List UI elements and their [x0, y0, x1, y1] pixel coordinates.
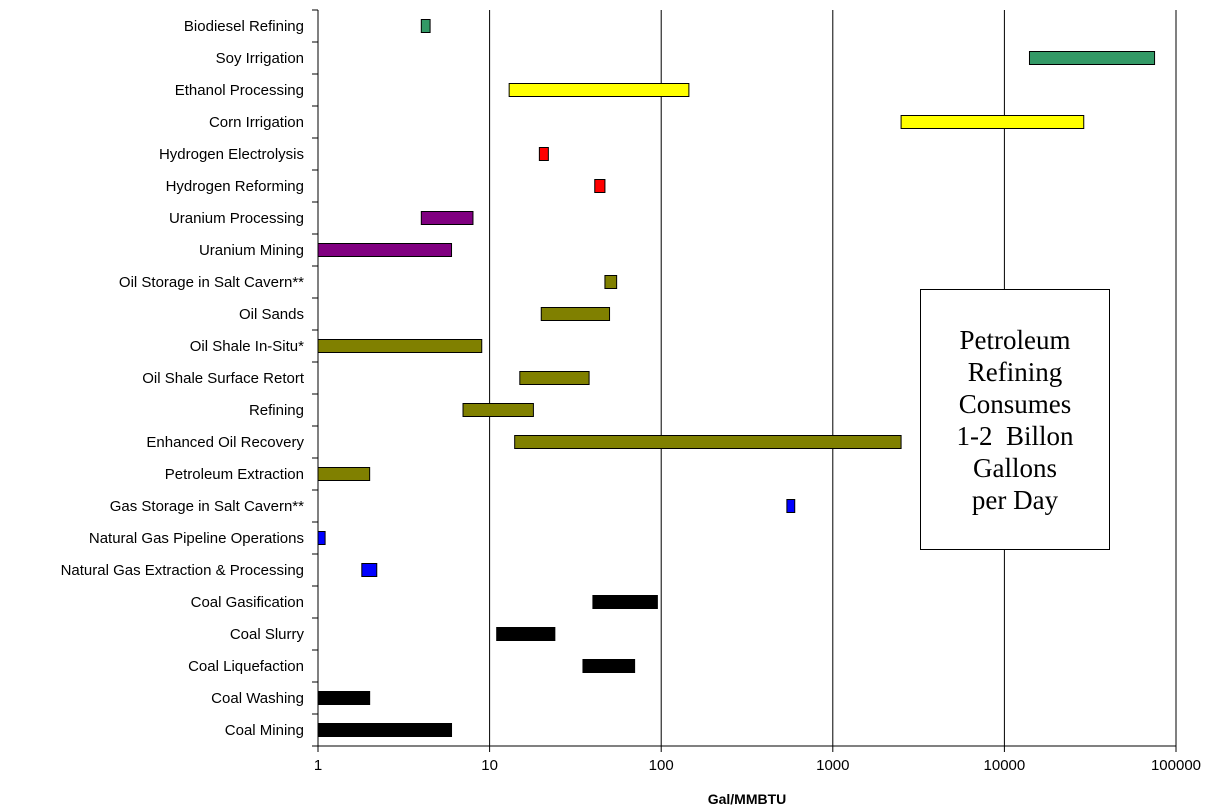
annotation-line: Consumes	[958, 388, 1072, 419]
annotation-line: Refining	[967, 356, 1063, 387]
range-bar	[317, 531, 326, 545]
range-bar	[317, 723, 453, 737]
category-label: Natural Gas Extraction & Processing	[61, 562, 304, 579]
category-label: Coal Slurry	[230, 626, 305, 643]
range-bar	[317, 243, 453, 257]
category-label: Coal Washing	[211, 690, 304, 707]
range-bar	[420, 211, 474, 225]
category-label: Gas Storage in Salt Cavern**	[110, 498, 304, 515]
category-label: Biodiesel Refining	[184, 18, 304, 35]
category-label: Corn Irrigation	[209, 114, 304, 131]
category-label: Oil Sands	[239, 306, 304, 323]
range-bar	[361, 563, 378, 577]
x-tick-label: 100	[649, 757, 674, 774]
range-bar	[538, 147, 549, 161]
range-bar	[317, 339, 483, 353]
range-bar	[462, 403, 534, 417]
range-bar	[508, 83, 690, 97]
category-label: Refining	[249, 402, 304, 419]
annotation-line: 1-2 Billon	[956, 420, 1074, 451]
category-label: Hydrogen Electrolysis	[159, 146, 304, 163]
range-bar	[1028, 51, 1156, 65]
category-label: Ethanol Processing	[175, 82, 304, 99]
range-bar	[900, 115, 1085, 129]
annotation-line: per Day	[971, 484, 1059, 515]
range-bar	[582, 659, 636, 673]
category-label: Oil Shale Surface Retort	[142, 370, 305, 387]
annotation-line: Petroleum	[959, 324, 1071, 355]
category-label: Soy Irrigation	[216, 50, 304, 67]
category-label: Uranium Processing	[169, 210, 304, 227]
x-tick-label: 1	[314, 757, 322, 774]
range-bar	[594, 179, 606, 193]
category-label: Coal Mining	[225, 722, 304, 739]
range-bar	[317, 467, 371, 481]
range-bar	[420, 19, 431, 33]
x-tick-label: 100000	[1151, 757, 1201, 774]
category-label: Uranium Mining	[199, 242, 304, 259]
category-label: Enhanced Oil Recovery	[146, 434, 304, 451]
range-bar	[786, 499, 796, 513]
range-bar	[604, 275, 618, 289]
range-bar	[496, 627, 556, 641]
annotation-box: Petroleum Refining Consumes 1-2 Billon G…	[920, 289, 1110, 550]
x-tick-label: 10	[481, 757, 498, 774]
range-bar	[540, 307, 611, 321]
category-label: Coal Gasification	[191, 594, 304, 611]
annotation-line: Gallons	[973, 452, 1057, 483]
range-bar	[519, 371, 590, 385]
range-bar	[514, 435, 902, 449]
category-label: Hydrogen Reforming	[166, 178, 304, 195]
x-tick-label: 1000	[816, 757, 849, 774]
range-bar	[592, 595, 658, 609]
category-label: Oil Storage in Salt Cavern**	[119, 274, 304, 291]
x-tick-label: 10000	[984, 757, 1026, 774]
category-label: Petroleum Extraction	[165, 466, 304, 483]
range-bar	[317, 691, 371, 705]
category-label: Natural Gas Pipeline Operations	[89, 530, 304, 547]
category-label: Oil Shale In-Situ*	[190, 338, 304, 355]
x-axis-title: Gal/MMBTU	[708, 791, 787, 807]
category-label: Coal Liquefaction	[188, 658, 304, 675]
